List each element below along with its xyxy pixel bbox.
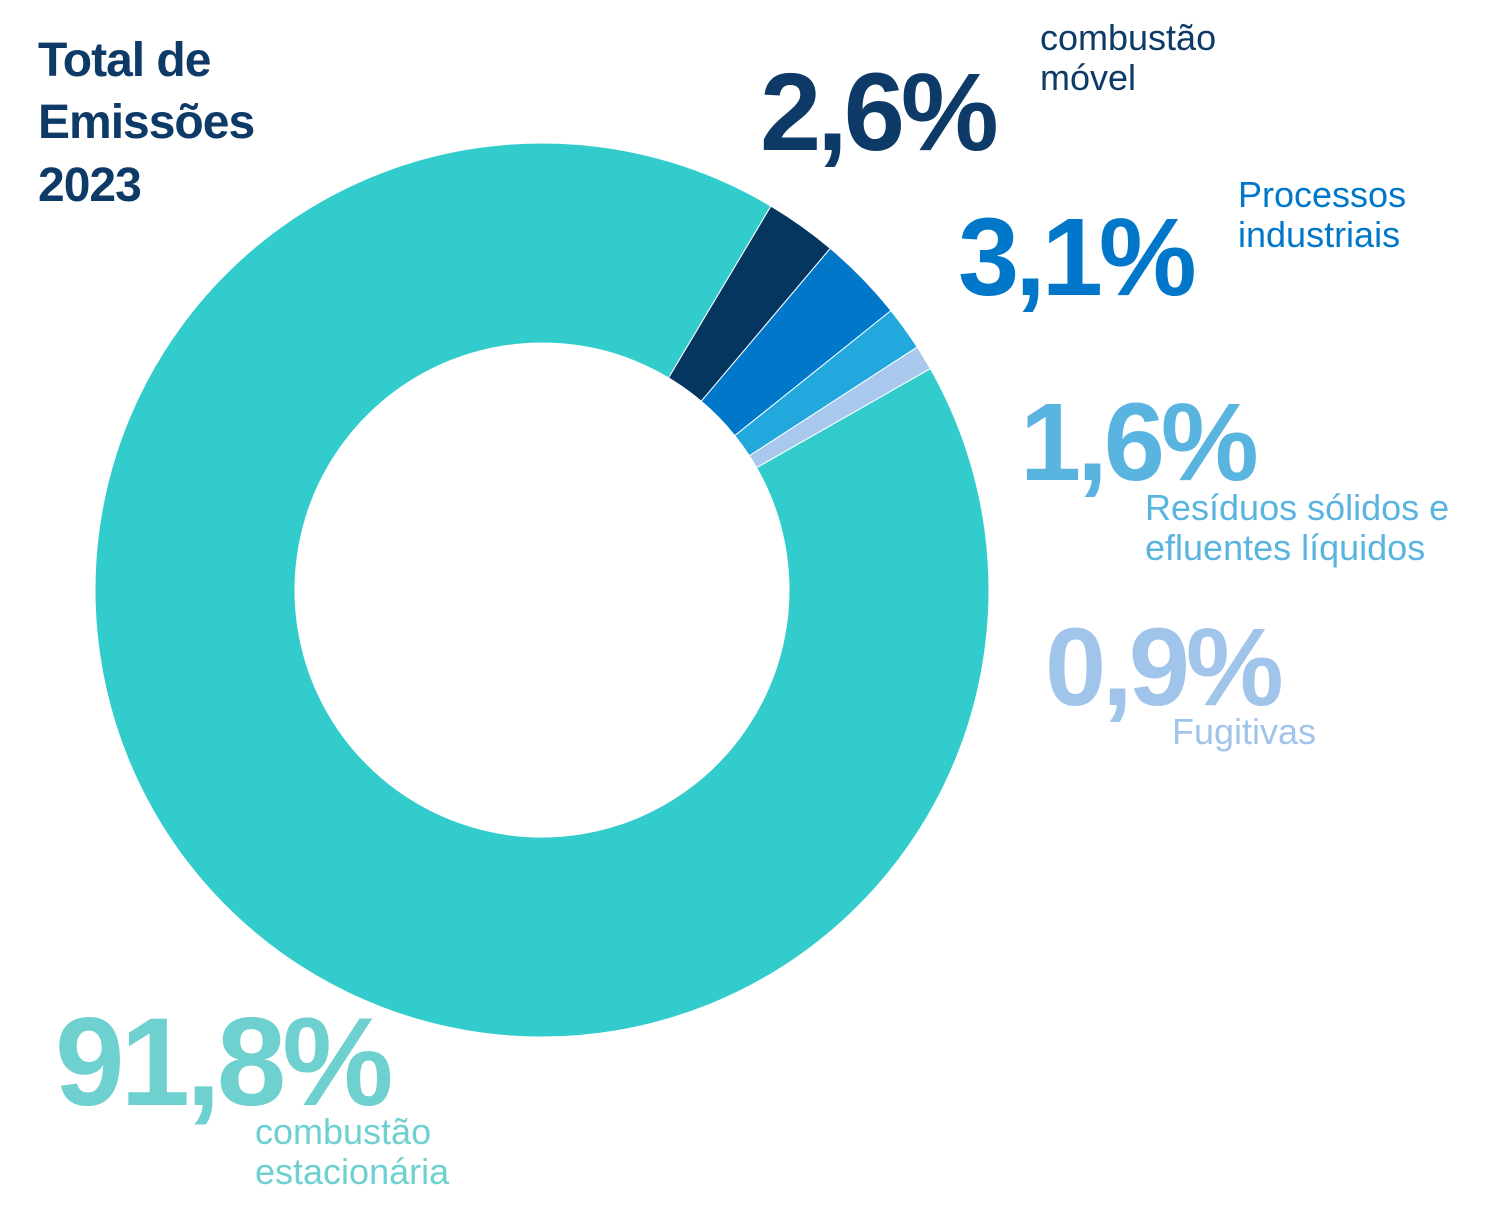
value-label: 2,6% (760, 51, 996, 174)
category-label: combustão móvel (1040, 17, 1217, 99)
chart-title: Total de Emissões 2023 (38, 34, 255, 212)
value-label: 1,6% (1020, 381, 1256, 504)
value-label: 0,9% (1045, 606, 1281, 729)
category-label: Resíduos sólidos e efluentes líquidos (1145, 487, 1450, 569)
category-label: Fugitivas (1172, 711, 1317, 752)
donut-slice (94, 142, 990, 1038)
value-label: 91,8% (55, 993, 390, 1132)
category-label: combustão estacionária (255, 1111, 450, 1193)
category-label: Processos industriais (1238, 174, 1407, 256)
value-label: 3,1% (958, 196, 1194, 319)
